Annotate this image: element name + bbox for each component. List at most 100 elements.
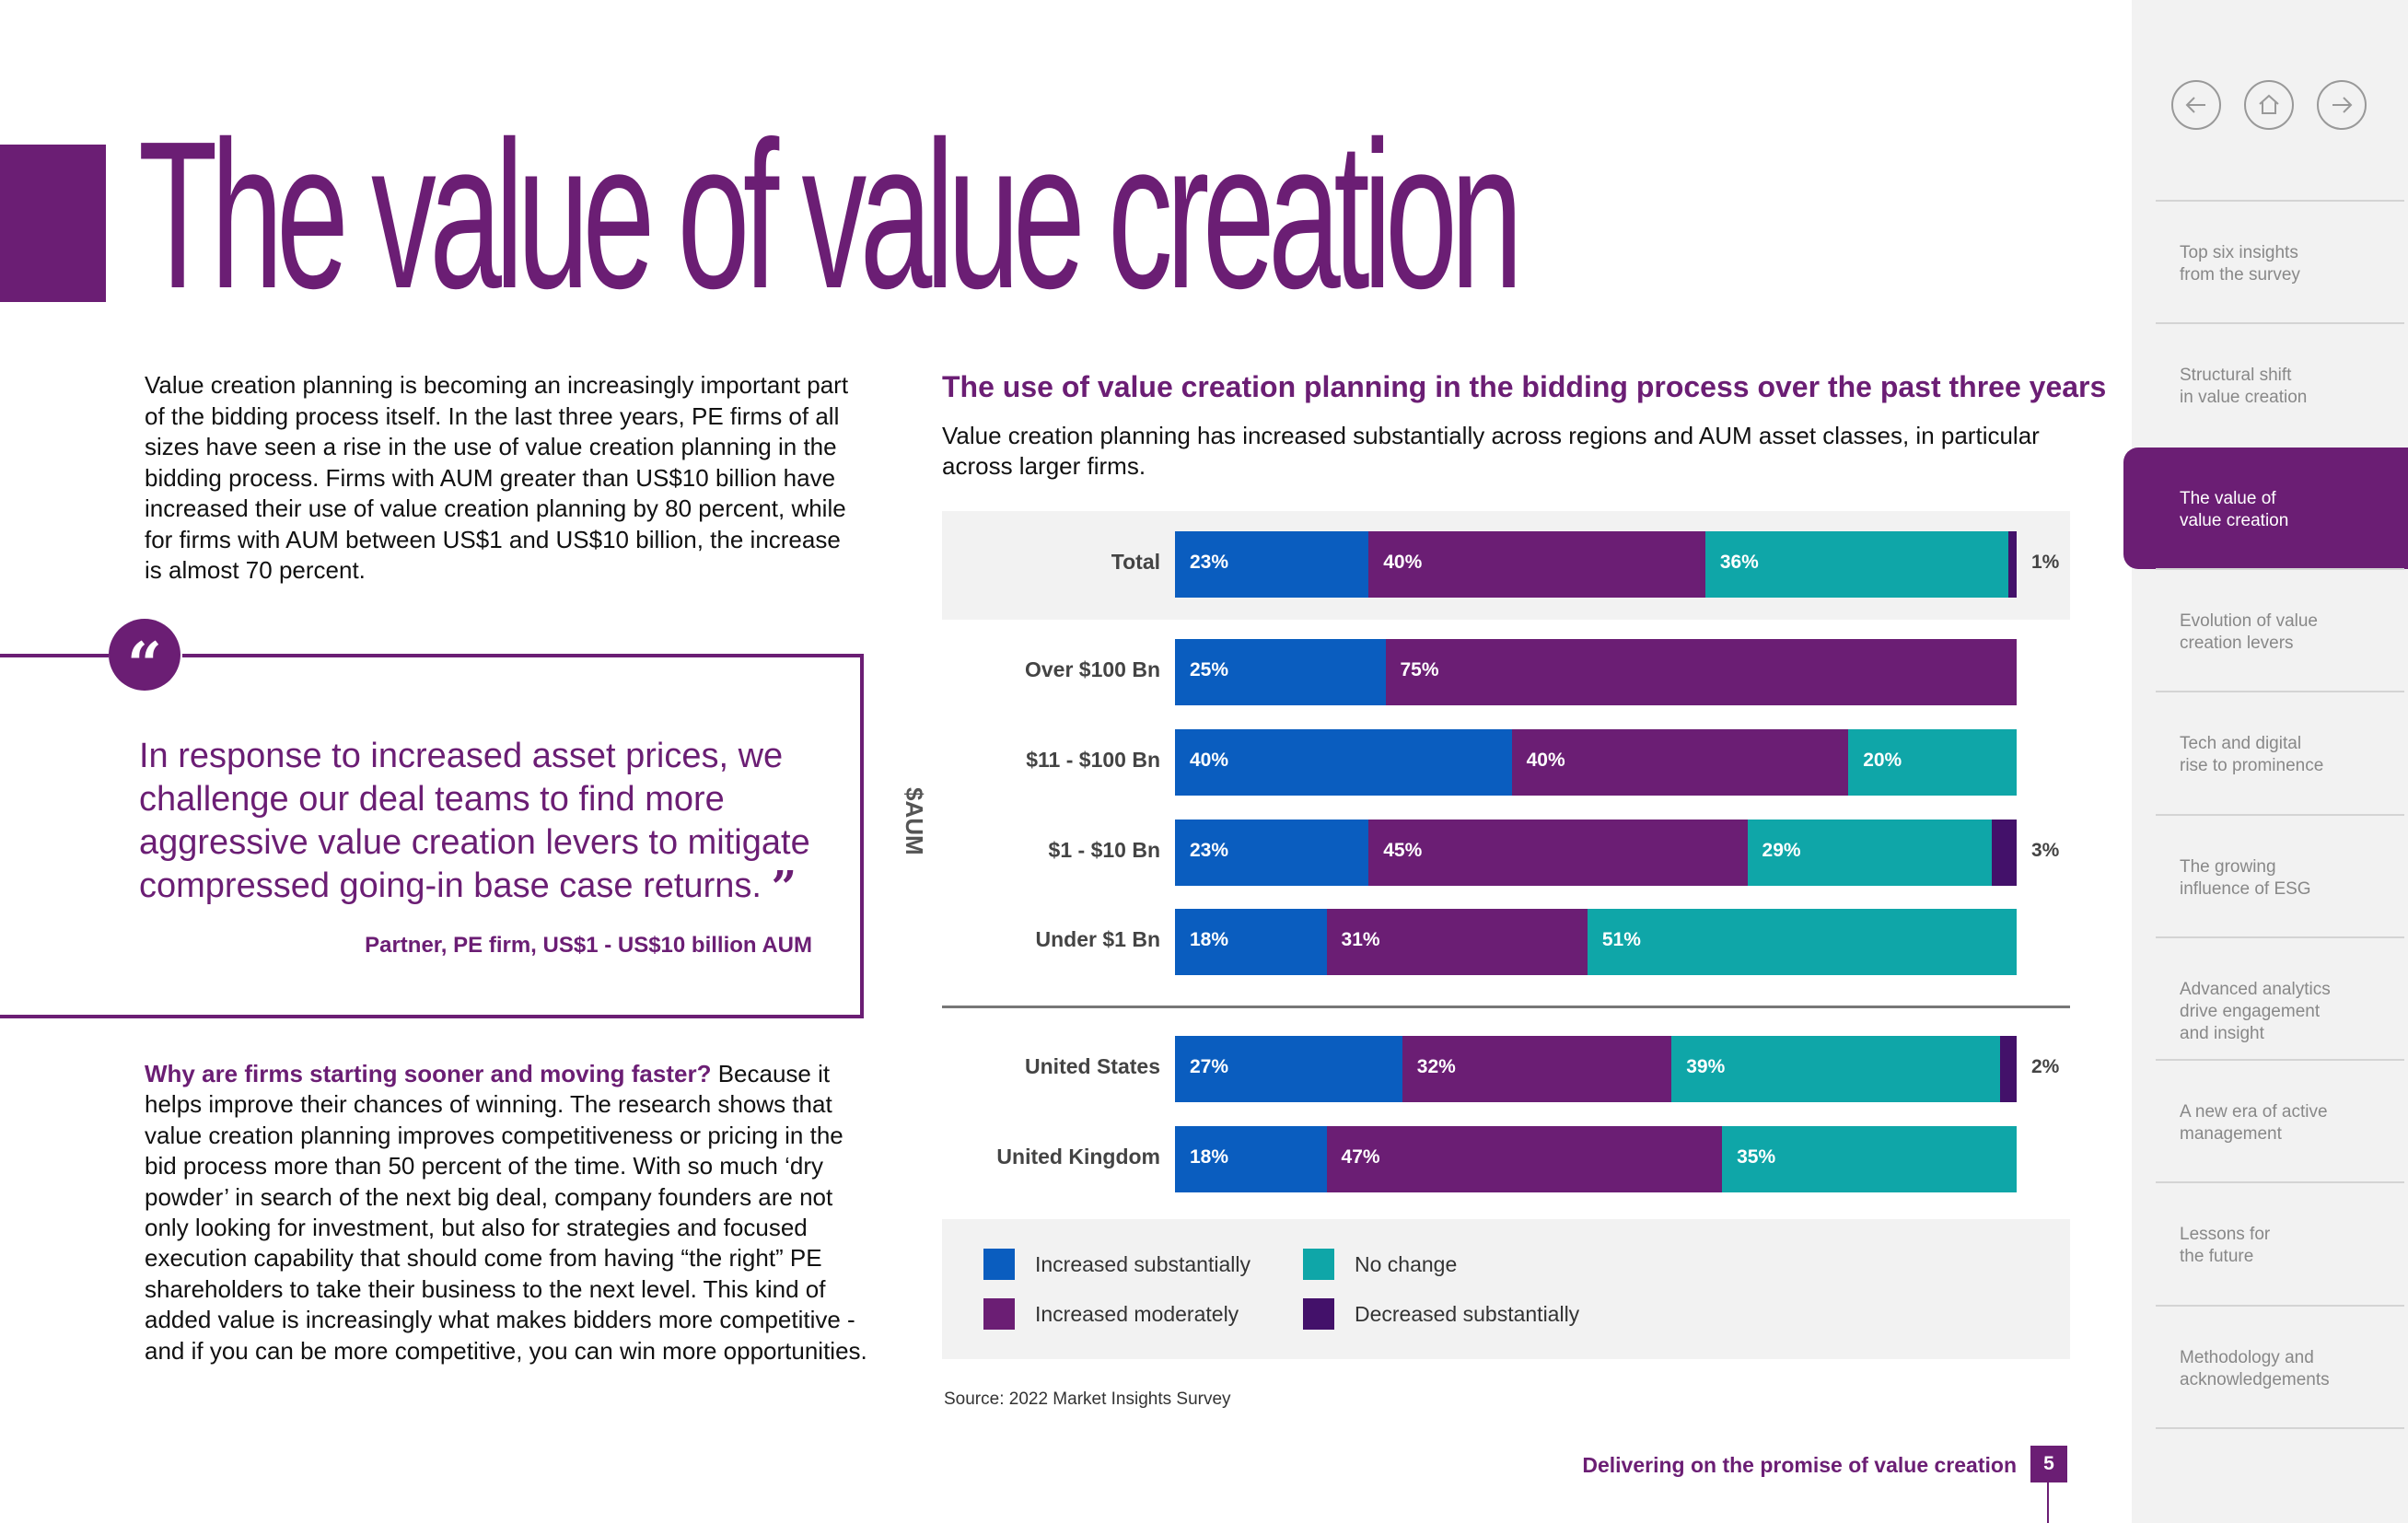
aum-axis-label: $AUM	[901, 787, 928, 855]
legend-swatch	[983, 1249, 1015, 1280]
bar-segment: 18%	[1175, 909, 1327, 975]
chart-bar: 40% 40% 20%	[1175, 729, 2017, 796]
chart-bar: 27% 32% 39%	[1175, 1036, 2017, 1102]
chart-bar: 18% 47% 35%	[1175, 1126, 2017, 1192]
sidebar-nav-label: Top six insights from the survey	[2180, 243, 2300, 285]
sidebar-nav-item[interactable]: A new era of active management	[2156, 1059, 2404, 1181]
bar-segment: 47%	[1326, 1126, 1723, 1192]
legend-label: No change	[1355, 1251, 1458, 1276]
sidebar-nav-item[interactable]: The value of value creation	[2123, 448, 2408, 569]
row-label: United States	[1025, 1054, 1160, 1078]
bar-segment: 39%	[1671, 1036, 2000, 1102]
footer-title: Delivering on the promise of value creat…	[1582, 1453, 2017, 1477]
chart-title: The use of value creation planning in th…	[942, 370, 2107, 403]
segment-value-label: 47%	[1341, 1146, 1380, 1168]
bar-segment: 20%	[1848, 729, 2017, 796]
sidebar-nav-label: The value of value creation	[2180, 489, 2289, 530]
pull-quote-text: In response to increased asset prices, w…	[139, 737, 810, 905]
legend-background	[942, 1219, 2070, 1359]
quote-open-icon: “	[109, 619, 180, 701]
legend-item: Increased moderately	[983, 1298, 1239, 1330]
bar-segment: 23%	[1175, 820, 1369, 886]
sidebar-nav-item[interactable]: Top six insights from the survey	[2156, 200, 2404, 322]
sidebar-nav-item[interactable]: Lessons for the future	[2156, 1181, 2404, 1304]
segment-value-label: 29%	[1762, 840, 1801, 861]
segment-value-label: 18%	[1190, 1146, 1229, 1168]
sidebar-nav-item[interactable]: Methodology and acknowledgements	[2156, 1304, 2404, 1427]
sidebar-nav-label: Methodology and acknowledgements	[2180, 1347, 2330, 1389]
forward-button[interactable]	[2317, 80, 2367, 130]
bar-segment: 27%	[1175, 1036, 1402, 1102]
sidebar-nav-item[interactable]: The growing influence of ESG	[2156, 813, 2404, 936]
segment-value-label: 1%	[2031, 552, 2060, 573]
chart-subtitle: Value creation planning has increased su…	[942, 422, 2040, 480]
sidebar-nav-label: Evolution of value creation levers	[2180, 610, 2318, 653]
arrow-right-icon	[2332, 97, 2353, 113]
title-accent-bar	[0, 145, 106, 302]
sidebar-nav-label: Structural shift in value creation	[2180, 366, 2308, 408]
segment-value-label: 39%	[1686, 1056, 1726, 1077]
bar-segment: 31%	[1326, 909, 1588, 975]
bar-segment: 40%	[1511, 729, 1849, 796]
sidebar-nav-item[interactable]: Structural shift in value creation	[2156, 322, 2404, 445]
bar-segment	[1991, 820, 2017, 886]
sidebar-nav-item[interactable]: Tech and digital rise to prominence	[2156, 691, 2404, 813]
body-text: Because it helps improve their chances o…	[145, 1060, 867, 1365]
bar-segment: 45%	[1368, 820, 1748, 886]
intro-paragraph: Value creation planning is becoming an i…	[145, 371, 849, 584]
sidebar-nav-label: The growing influence of ESG	[2180, 856, 2311, 899]
source-note: Source: 2022 Market Insights Survey	[944, 1389, 1231, 1409]
bar-segment: 25%	[1175, 639, 1386, 705]
chart-divider	[942, 1006, 2070, 1008]
bar-segment	[2007, 531, 2017, 598]
segment-value-label: 20%	[1863, 750, 1902, 771]
sidebar-nav-item[interactable]: Advanced analytics drive engagement and …	[2156, 936, 2404, 1059]
legend-swatch	[1303, 1298, 1334, 1330]
quote-attribution: Partner, PE firm, US$1 - US$10 billion A…	[365, 933, 812, 958]
bar-segment: 40%	[1368, 531, 1705, 598]
bar-segment: 36%	[1704, 531, 2008, 598]
segment-value-label: 75%	[1400, 659, 1439, 680]
bar-segment: 35%	[1722, 1126, 2017, 1192]
row-label: Total	[1111, 550, 1160, 574]
quote-box	[0, 654, 864, 1018]
row-label: Under $1 Bn	[1035, 927, 1160, 951]
row-label: Over $100 Bn	[1024, 657, 1160, 681]
chart-bar: 23% 40% 36%	[1175, 531, 2017, 598]
page-number-line	[2047, 1482, 2049, 1523]
home-icon	[2259, 94, 2279, 114]
pull-quote: In response to increased asset prices, w…	[139, 735, 839, 910]
legend-item: No change	[1303, 1249, 1457, 1280]
legend-label: Decreased substantially	[1355, 1301, 1580, 1326]
chart-bar: 18% 31% 51%	[1175, 909, 2017, 975]
bar-segment: 75%	[1385, 639, 2017, 705]
segment-value-label: 23%	[1190, 840, 1229, 861]
sidebar-nav-item[interactable]: Evolution of value creation levers	[2156, 567, 2404, 691]
legend-swatch	[983, 1298, 1015, 1330]
segment-value-label: 3%	[2031, 840, 2060, 861]
row-label: $11 - $100 Bn	[1026, 748, 1160, 772]
bar-segment: 51%	[1587, 909, 2017, 975]
chart-bar: 23% 45% 29%	[1175, 820, 2017, 886]
segment-value-label: 32%	[1416, 1056, 1456, 1077]
bar-segment: 23%	[1175, 531, 1369, 598]
legend-label: Increased substantially	[1035, 1251, 1251, 1276]
sidebar-nav-label: A new era of active management	[2180, 1102, 2328, 1145]
segment-value-label: 27%	[1190, 1056, 1229, 1077]
page-number: 5	[2030, 1446, 2067, 1482]
segment-value-label: 36%	[1719, 552, 1759, 573]
bar-segment: 32%	[1402, 1036, 1672, 1102]
body-lead: Why are firms starting sooner and moving…	[145, 1060, 712, 1087]
segment-value-label: 40%	[1526, 750, 1565, 771]
segment-value-label: 51%	[1601, 929, 1641, 950]
back-button[interactable]	[2171, 80, 2221, 130]
sidebar	[2132, 0, 2408, 1523]
home-button[interactable]	[2244, 80, 2294, 130]
segment-value-label: 2%	[2031, 1056, 2060, 1077]
segment-value-label: 31%	[1341, 929, 1380, 950]
bar-segment: 18%	[1175, 1126, 1327, 1192]
bar-segment: 29%	[1747, 820, 1992, 886]
legend-label: Increased moderately	[1035, 1301, 1239, 1326]
legend-item: Decreased substantially	[1303, 1298, 1579, 1330]
bar-segment	[1999, 1036, 2017, 1102]
